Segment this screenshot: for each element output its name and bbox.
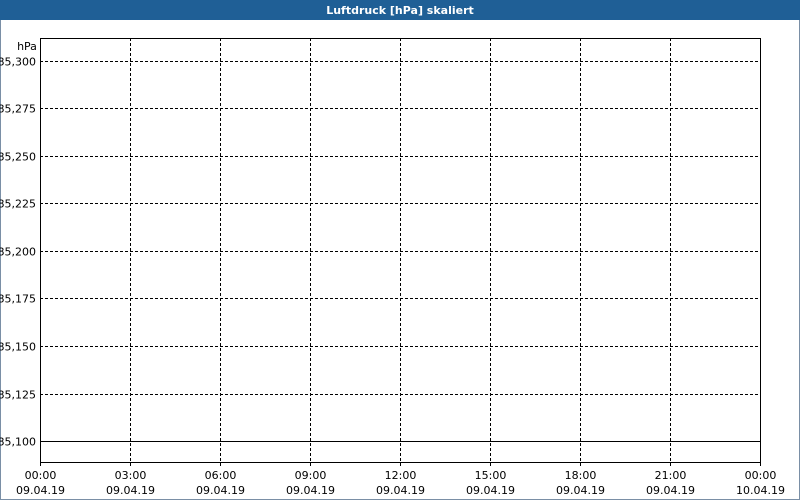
x-tick-sublabel: 09.04.19 — [646, 484, 695, 497]
x-tick-label: 21:00 — [655, 469, 687, 482]
x-tick-label: 15:00 — [475, 469, 507, 482]
x-tick-label: 00:00 — [745, 469, 777, 482]
y-tick-label: 985,300 — [0, 56, 36, 69]
x-tick-sublabel: 09.04.19 — [376, 484, 425, 497]
y-axis-unit: hPa — [17, 40, 37, 53]
y-tick-label: 985,250 — [0, 151, 36, 164]
x-tick-sublabel: 09.04.19 — [196, 484, 245, 497]
x-tick-label: 03:00 — [115, 469, 147, 482]
title-bar — [0, 0, 800, 20]
x-tick-sublabel: 09.04.19 — [286, 484, 335, 497]
y-tick-label: 985,175 — [0, 293, 36, 306]
x-tick-label: 09:00 — [295, 469, 327, 482]
y-tick-label: 985,100 — [0, 436, 36, 449]
x-tick-sublabel: 09.04.19 — [106, 484, 155, 497]
y-tick-label: 985,125 — [0, 389, 36, 402]
chart-title: Luftdruck [hPa] skaliert — [326, 4, 474, 17]
x-tick-sublabel: 09.04.19 — [466, 484, 515, 497]
x-tick-label: 06:00 — [205, 469, 237, 482]
y-tick-label: 985,225 — [0, 198, 36, 211]
y-tick-label: 985,200 — [0, 246, 36, 259]
x-tick-label: 18:00 — [565, 469, 597, 482]
x-tick-sublabel: 09.04.19 — [556, 484, 605, 497]
x-tick-sublabel: 09.04.19 — [16, 484, 65, 497]
x-tick-label: 00:00 — [25, 469, 57, 482]
x-tick-sublabel: 10.04.19 — [736, 484, 785, 497]
y-tick-label: 985,275 — [0, 103, 36, 116]
x-tick-label: 12:00 — [385, 469, 417, 482]
y-tick-label: 985,150 — [0, 341, 36, 354]
